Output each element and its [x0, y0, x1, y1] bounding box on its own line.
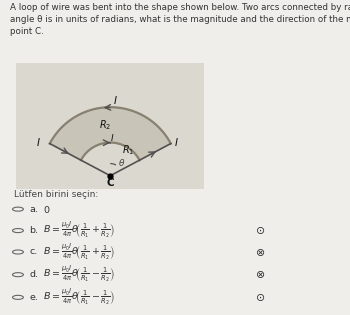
Text: $\otimes$: $\otimes$ — [255, 247, 265, 257]
Text: $\odot$: $\odot$ — [255, 292, 265, 303]
Text: $B = \frac{\mu_0 I}{4\pi}\theta\!\left(\frac{1}{R_1} + \frac{1}{R_2}\right)$: $B = \frac{\mu_0 I}{4\pi}\theta\!\left(\… — [43, 242, 115, 262]
Text: $B = \frac{\mu_0 I}{4\pi}\theta\!\left(\frac{1}{R_1} - \frac{1}{R_2}\right)$: $B = \frac{\mu_0 I}{4\pi}\theta\!\left(\… — [43, 288, 115, 307]
Text: $B = \frac{\mu_0 I}{4\pi}\theta\!\left(\frac{1}{R_1} - \frac{1}{R_2}\right)$: $B = \frac{\mu_0 I}{4\pi}\theta\!\left(\… — [43, 265, 115, 284]
Text: e.: e. — [29, 293, 38, 302]
Text: C: C — [107, 178, 114, 188]
Text: a.: a. — [29, 205, 38, 214]
Text: $\odot$: $\odot$ — [255, 225, 265, 236]
Text: $0$: $0$ — [43, 204, 50, 215]
Text: $\otimes$: $\otimes$ — [255, 269, 265, 280]
Text: $R_2$: $R_2$ — [99, 118, 112, 132]
Text: I: I — [111, 135, 113, 144]
Text: $B = \frac{\mu_0 I}{4\pi}\theta\!\left(\frac{1}{R_1} + \frac{1}{R_2}\right)$: $B = \frac{\mu_0 I}{4\pi}\theta\!\left(\… — [43, 221, 115, 240]
Text: I: I — [113, 96, 117, 106]
Text: $\theta$: $\theta$ — [118, 157, 125, 168]
Text: b.: b. — [29, 226, 38, 235]
Text: $R_1$: $R_1$ — [121, 143, 134, 157]
Text: d.: d. — [29, 270, 38, 279]
Polygon shape — [50, 107, 171, 160]
Text: I: I — [36, 138, 40, 148]
Text: I: I — [175, 138, 178, 148]
Text: c.: c. — [29, 248, 37, 256]
Text: A loop of wire was bent into the shape shown below. Two arcs connected by radial: A loop of wire was bent into the shape s… — [10, 3, 350, 36]
Text: Lütfen birini seçin:: Lütfen birini seçin: — [14, 190, 98, 199]
